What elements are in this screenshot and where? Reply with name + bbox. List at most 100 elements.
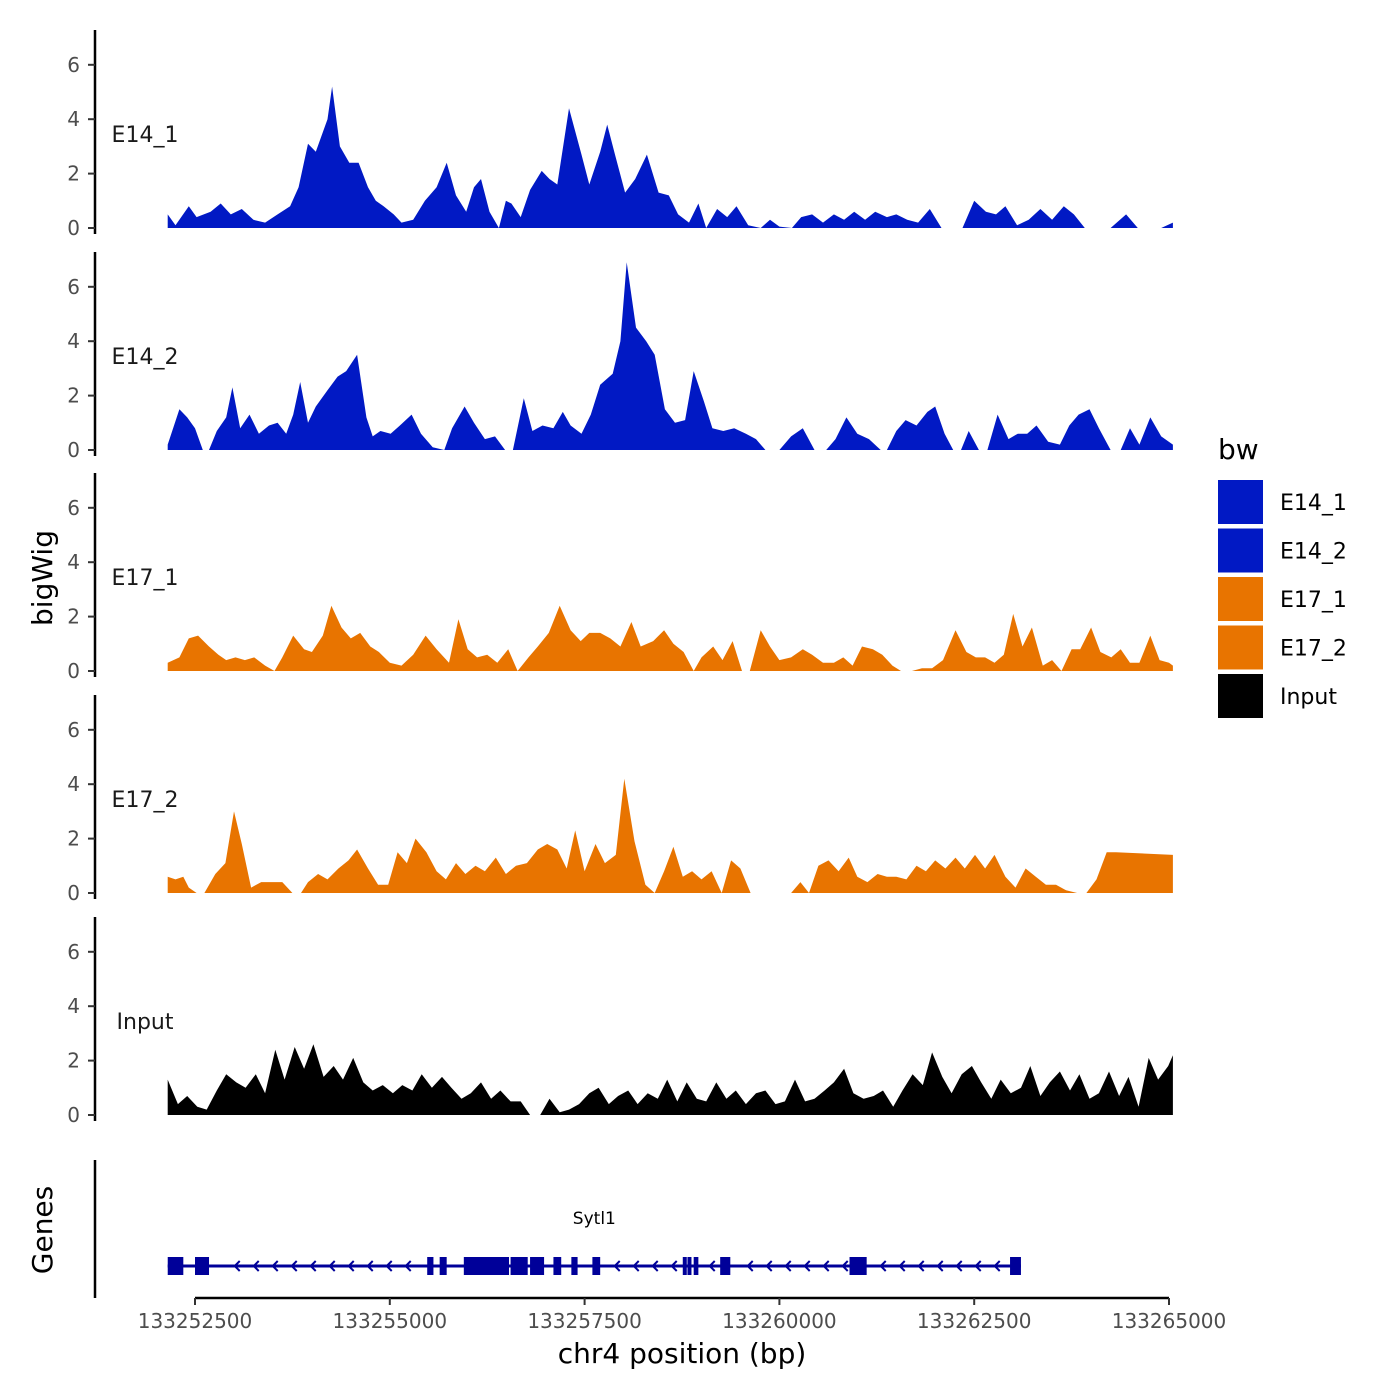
strand-arrow [632, 1260, 640, 1272]
strand-arrow [936, 1260, 944, 1272]
strand-arrow [252, 1260, 260, 1272]
y-tick-label: 0 [67, 216, 80, 240]
strand-arrow [746, 1260, 754, 1272]
y-tick-label: 2 [67, 1049, 80, 1073]
strand-arrow [233, 1260, 241, 1272]
area-Input [167, 1044, 1173, 1115]
panel-E17_1: 0 2 4 6 E17_1 [67, 473, 1173, 683]
y-tick-label: 4 [67, 772, 80, 796]
strand-arrow [271, 1260, 279, 1272]
exon [530, 1257, 545, 1275]
y-tick-label: 0 [67, 881, 80, 905]
legend: bw E14_1 E14_2 E17_1 E17_2 Input [1218, 433, 1347, 718]
y-tick-label: 2 [67, 162, 80, 186]
panel-Input: 0 2 4 6 Input [67, 917, 1173, 1127]
strand-arrow [822, 1260, 830, 1272]
y-tick-label: 2 [67, 827, 80, 851]
strand-arrow [955, 1260, 963, 1272]
legend-key-E14_2 [1218, 528, 1263, 573]
exon [510, 1257, 528, 1275]
legend-label-Input: Input [1280, 685, 1337, 710]
exon [571, 1257, 578, 1275]
exon [439, 1257, 447, 1275]
exon [693, 1257, 699, 1275]
panel-E14_2: 0 2 4 6 E14_2 [67, 252, 1173, 462]
legend-title: bw [1218, 433, 1259, 466]
gene-track: Sytl1 [93, 1160, 1021, 1298]
panel-label: E14_1 [112, 123, 179, 148]
strand-arrow [366, 1260, 374, 1272]
legend-key-Input [1218, 674, 1263, 718]
strand-arrow [974, 1260, 982, 1272]
legend-label-E14_2: E14_2 [1280, 540, 1347, 565]
y-tick-label: 6 [67, 718, 80, 742]
strand-arrow [784, 1260, 792, 1272]
y-tick-label: 2 [67, 605, 80, 629]
exon [463, 1257, 510, 1275]
legend-label-E17_1: E17_1 [1280, 588, 1347, 613]
area-E17_2 [167, 778, 1173, 893]
panel-label: Input [117, 1010, 174, 1035]
legend-label-E17_2: E17_2 [1280, 637, 1347, 662]
y-tick-label: 4 [67, 994, 80, 1018]
exon [592, 1257, 601, 1275]
exon [195, 1257, 210, 1275]
gene-label: Sytl1 [573, 1209, 616, 1229]
gene-track-title: Genes [26, 1186, 59, 1274]
strand-arrow [309, 1260, 317, 1272]
legend-label-E14_1: E14_1 [1280, 491, 1347, 516]
strand-arrow [708, 1260, 716, 1272]
y-tick-label: 4 [67, 107, 80, 131]
strand-arrow [993, 1260, 1001, 1272]
y-tick-label: 6 [67, 53, 80, 77]
x-axis-title: chr4 position (bp) [558, 1337, 807, 1370]
legend-key-E14_1 [1218, 480, 1263, 524]
panel-label: E17_2 [112, 788, 179, 813]
y-axis-title: bigWig [26, 530, 59, 626]
y-tick-label: 6 [67, 940, 80, 964]
strand-arrow [290, 1260, 298, 1272]
strand-arrow [613, 1260, 621, 1272]
y-tick-label: 6 [67, 496, 80, 520]
y-tick-label: 4 [67, 550, 80, 574]
legend-key-E17_1 [1218, 577, 1263, 621]
area-E17_1 [167, 605, 1173, 671]
x-tick-label: 133255000 [333, 1309, 448, 1333]
strand-arrow [328, 1260, 336, 1272]
y-tick-label: 2 [67, 384, 80, 408]
panel-E17_2: 0 2 4 6 E17_2 [67, 695, 1173, 905]
exon [720, 1257, 731, 1275]
y-tick-label: 6 [67, 275, 80, 299]
panels: 0 2 4 6 E14_1 0 2 4 6 E14_2 0 2 4 6 E17_1 0 2 4 6 E17_2 0 2 4 6… [67, 30, 1173, 1127]
x-axis: 133252500 133255000 133257500 133260000 1332… [138, 1296, 1227, 1333]
y-tick-label: 0 [67, 438, 80, 462]
strand-arrow [404, 1260, 412, 1272]
exon [687, 1257, 692, 1275]
x-tick-label: 133265000 [1112, 1309, 1227, 1333]
strand-arrow [898, 1260, 906, 1272]
exon [849, 1257, 867, 1275]
strand-arrow [651, 1260, 659, 1272]
y-tick-label: 4 [67, 329, 80, 353]
y-tick-label: 0 [67, 659, 80, 683]
exon [167, 1257, 184, 1275]
panel-label: E17_1 [112, 566, 179, 591]
panel-E14_1: 0 2 4 6 E14_1 [67, 30, 1173, 240]
strand-arrow [765, 1260, 773, 1272]
area-E14_1 [167, 86, 1173, 228]
strand-arrow [841, 1260, 849, 1272]
y-tick-label: 0 [67, 1103, 80, 1127]
x-tick-label: 133260000 [722, 1309, 837, 1333]
exon [682, 1257, 687, 1275]
exon [553, 1257, 562, 1275]
panel-label: E14_2 [112, 345, 179, 370]
strand-arrow [917, 1260, 925, 1272]
strand-arrow [385, 1260, 393, 1272]
strand-arrow [347, 1260, 355, 1272]
x-tick-label: 133252500 [138, 1309, 253, 1333]
strand-arrow [803, 1260, 811, 1272]
exon [427, 1257, 434, 1275]
x-tick-label: 133262500 [917, 1309, 1032, 1333]
strand-arrow [879, 1260, 887, 1272]
